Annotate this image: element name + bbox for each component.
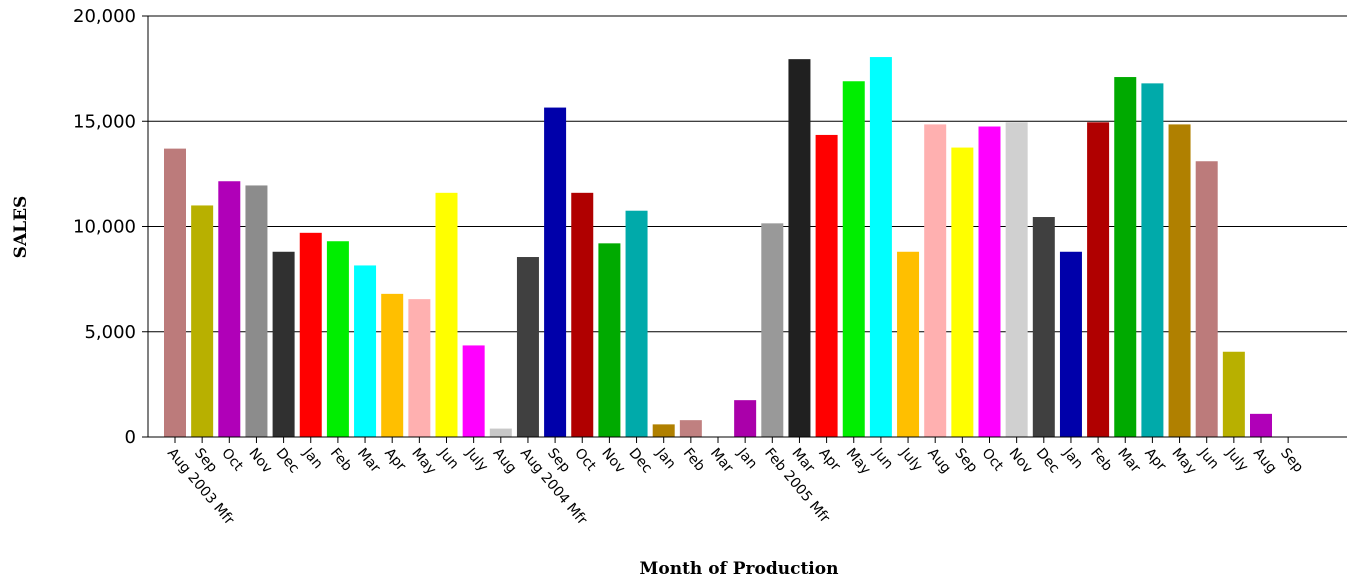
x-tick-label: Jun — [1195, 445, 1222, 473]
y-tick-label: 5,000 — [84, 322, 136, 343]
bars — [164, 57, 1272, 438]
bar — [1032, 217, 1055, 437]
bar — [191, 205, 214, 437]
bar — [951, 147, 974, 437]
x-tick-label: Feb — [327, 445, 355, 474]
bar — [326, 241, 349, 437]
bar — [462, 345, 485, 437]
x-tick-label: Aug — [490, 445, 520, 476]
bar — [897, 251, 920, 437]
x-tick-label: Oct — [218, 445, 246, 474]
x-tick-label: Mar — [354, 445, 383, 476]
bar — [544, 107, 567, 437]
x-tick-label: Aug — [924, 445, 954, 476]
x-tick-label: Jan — [1059, 445, 1086, 473]
bar — [978, 126, 1001, 437]
bar — [788, 59, 811, 438]
x-tick-label: Apr — [381, 445, 409, 474]
bar — [218, 181, 241, 437]
bar — [1005, 122, 1028, 438]
bar — [679, 420, 702, 437]
x-tick-label: Dec — [625, 445, 655, 476]
y-axis-title: SALES — [11, 196, 31, 259]
x-tick-label: Nov — [1006, 445, 1036, 476]
x-tick-label: Oct — [571, 445, 599, 474]
x-tick-label: Aug — [1250, 445, 1280, 476]
x-tick-label: Apr — [816, 445, 844, 474]
bar — [924, 124, 947, 437]
bar — [652, 424, 675, 437]
bar — [381, 293, 404, 437]
x-tick-label: July — [1222, 445, 1251, 475]
x-axis-title: Month of Production — [640, 559, 839, 579]
x-tick-label: Jan — [652, 445, 679, 473]
x-tick-label: Nov — [598, 445, 628, 476]
x-tick-label: Feb — [1087, 445, 1115, 474]
bar — [516, 257, 539, 437]
bar — [299, 232, 322, 437]
bar — [598, 243, 621, 437]
x-tick-label: Jun — [869, 445, 896, 473]
bar — [354, 265, 377, 437]
x-tick-label: Jan — [733, 445, 760, 473]
bar — [1195, 161, 1218, 437]
bar — [1141, 83, 1164, 438]
x-tick-label: July — [462, 445, 491, 475]
bar — [408, 299, 431, 437]
x-tick-label: Apr — [1141, 445, 1169, 474]
bar — [245, 185, 268, 437]
bar — [164, 148, 186, 438]
bar — [761, 223, 784, 437]
y-tick-labels: 0 5,000 10,000 15,000 20,000 — [73, 6, 148, 448]
bar — [489, 428, 512, 437]
bar — [734, 400, 757, 437]
bar — [869, 57, 892, 438]
x-tick-label: Sep — [951, 445, 980, 476]
x-tick-label: Mar — [1114, 445, 1143, 476]
x-tick-label: Oct — [978, 445, 1006, 474]
x-tick-label: Dec — [273, 445, 303, 476]
x-tick-label: Nov — [245, 445, 275, 476]
bar — [272, 251, 295, 437]
x-tick-label: Dec — [1033, 445, 1063, 476]
y-tick-label: 0 — [125, 427, 136, 448]
bar — [1250, 413, 1272, 437]
y-tick-label: 10,000 — [73, 217, 136, 238]
x-tick-label: July — [896, 445, 925, 475]
bar — [1168, 124, 1191, 437]
bar — [815, 134, 838, 437]
bar — [1059, 251, 1082, 437]
bar — [842, 81, 865, 437]
x-tick-label: Jun — [435, 445, 462, 473]
x-tick-label: Sep — [1277, 445, 1306, 476]
bar — [1087, 122, 1110, 438]
x-tick-label: May — [408, 445, 439, 477]
x-tick-label: May — [1168, 445, 1199, 477]
bar — [1114, 77, 1137, 438]
bar — [435, 192, 458, 437]
bar — [1222, 351, 1245, 437]
x-tick-label: Feb — [680, 445, 708, 474]
x-tick-label: Mar — [707, 445, 736, 476]
x-tick-label: May — [843, 445, 874, 477]
y-tick-label: 20,000 — [73, 6, 136, 27]
bar — [571, 192, 594, 437]
x-tick-label: Jan — [299, 445, 326, 473]
y-tick-label: 15,000 — [73, 111, 136, 132]
bar — [625, 210, 648, 437]
